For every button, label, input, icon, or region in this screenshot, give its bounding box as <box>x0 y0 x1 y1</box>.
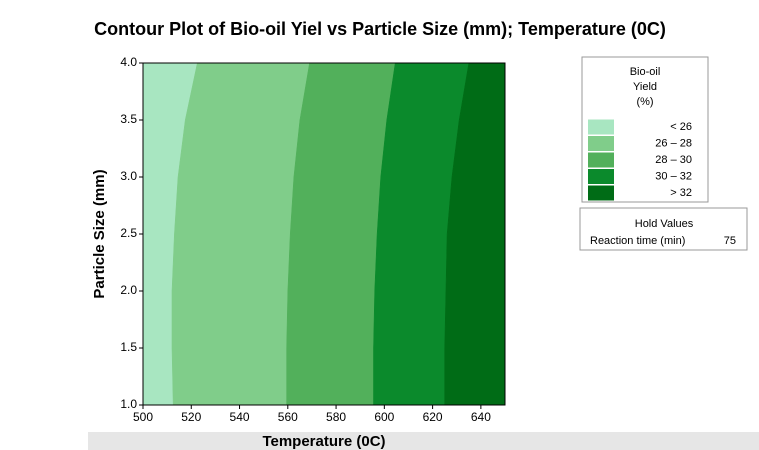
hold-value: 75 <box>724 235 736 247</box>
legend-swatch <box>588 136 614 151</box>
x-tick-label: 580 <box>326 410 346 424</box>
frame-strip <box>88 432 759 450</box>
legend-title: Yield <box>633 81 657 93</box>
x-tick-label: 500 <box>133 410 153 424</box>
legend-label: 26 – 28 <box>655 137 692 149</box>
chart-title: Contour Plot of Bio-oil Yiel vs Particle… <box>94 19 666 39</box>
y-tick-label: 3.5 <box>120 112 137 126</box>
y-axis-label: Particle Size (mm) <box>91 169 108 298</box>
hold-name: Reaction time (min) <box>590 235 685 247</box>
x-tick-label: 640 <box>471 410 491 424</box>
legend-title: Bio-oil <box>630 66 661 78</box>
legend-label: > 32 <box>670 187 692 199</box>
y-tick-label: 2.0 <box>120 283 137 297</box>
x-tick-label: 560 <box>278 410 298 424</box>
legend-swatch <box>588 119 614 135</box>
hold-box <box>579 207 748 251</box>
x-tick-label: 620 <box>423 410 443 424</box>
hold-title: Hold Values <box>635 218 694 230</box>
x-tick-label: 520 <box>181 410 201 424</box>
legend-swatch <box>588 185 614 201</box>
y-tick-label: 3.0 <box>120 169 137 183</box>
legend-swatch <box>588 152 614 168</box>
legend-title: (%) <box>636 96 653 108</box>
legend-swatch <box>588 169 614 184</box>
x-tick-label: 600 <box>374 410 394 424</box>
legend-label: 28 – 30 <box>655 154 692 166</box>
x-tick-label: 540 <box>230 410 250 424</box>
x-axis-label: Temperature (0C) <box>262 433 385 450</box>
y-tick-label: 1.0 <box>120 397 137 411</box>
y-tick-label: 2.5 <box>120 226 137 240</box>
y-tick-label: 1.5 <box>120 340 137 354</box>
legend-label: < 26 <box>670 121 692 133</box>
y-tick-label: 4.0 <box>120 55 137 69</box>
legend-label: 30 – 32 <box>655 170 692 182</box>
